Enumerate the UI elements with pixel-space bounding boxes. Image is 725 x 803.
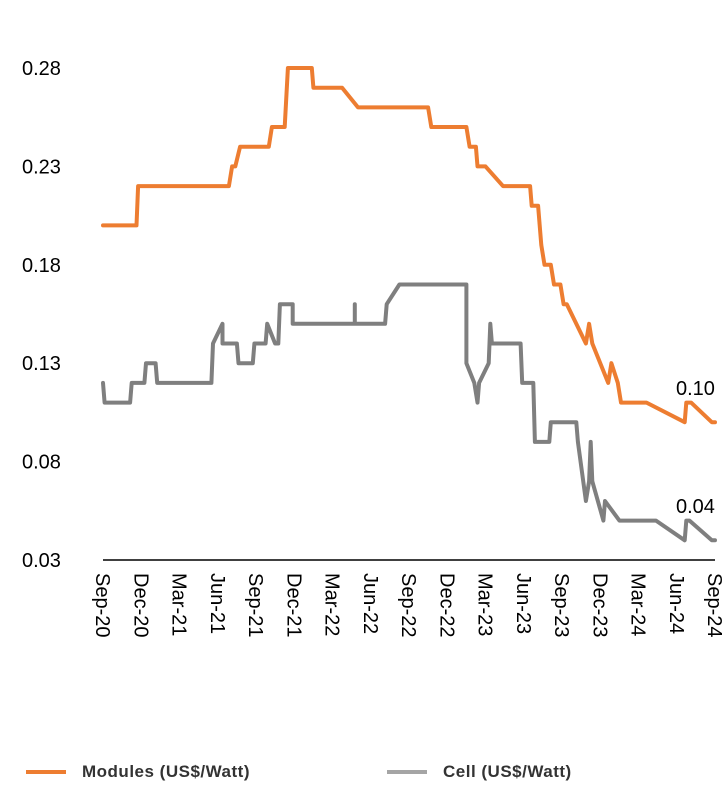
legend-item-cell: Cell (US$/Watt)	[387, 762, 572, 782]
y-tick-label: 0.28	[22, 58, 61, 80]
legend-swatch-modules	[26, 770, 66, 774]
y-tick-label: 0.03	[22, 550, 61, 572]
x-tick-label: Jun-24	[665, 573, 687, 634]
x-tick-label: Mar-21	[168, 573, 190, 636]
legend-swatch-cell	[387, 770, 427, 774]
x-axis: Sep-20 Dec-20 Mar-21 Jun-21 Sep-21 Dec-21 Mar-…	[91, 573, 725, 638]
x-tick-label: Mar-23	[474, 573, 496, 636]
x-tick-label: Sep-21	[244, 573, 266, 638]
x-tick-label: Dec-22	[435, 573, 457, 637]
legend-label-modules: Modules (US$/Watt)	[82, 762, 250, 781]
y-axis: 0.28 0.23 0.18 0.13 0.08 0.03	[22, 58, 61, 572]
series-layer	[101, 66, 717, 543]
x-tick-label: Dec-20	[129, 573, 151, 637]
x-tick-label: Sep-24	[703, 573, 725, 638]
end-labels: 0.10 0.04	[676, 378, 715, 518]
legend-item-modules: Modules (US$/Watt)	[26, 762, 250, 782]
series-line-cell	[101, 282, 717, 543]
x-tick-label: Sep-20	[91, 573, 113, 638]
y-tick-label: 0.13	[22, 353, 61, 375]
y-tick-label: 0.08	[22, 452, 61, 474]
x-tick-label: Jun-21	[206, 573, 228, 634]
x-tick-label: Sep-22	[397, 573, 419, 638]
x-tick-label: Jun-23	[512, 573, 534, 634]
x-tick-label: Mar-22	[321, 573, 343, 636]
x-tick-label: Jun-22	[359, 573, 381, 634]
x-tick-label: Dec-23	[588, 573, 610, 637]
y-tick-label: 0.23	[22, 156, 61, 178]
x-tick-label: Dec-21	[282, 573, 304, 637]
y-tick-label: 0.18	[22, 255, 61, 277]
x-tick-label: Mar-24	[627, 573, 649, 636]
x-tick-label: Sep-23	[550, 573, 572, 638]
legend: Modules (US$/Watt) Cell (US$/Watt)	[0, 762, 725, 792]
series-line-modules	[101, 66, 717, 425]
end-label-cell: 0.04	[676, 496, 715, 518]
legend-label-cell: Cell (US$/Watt)	[443, 762, 572, 781]
end-label-modules: 0.10	[676, 378, 715, 400]
